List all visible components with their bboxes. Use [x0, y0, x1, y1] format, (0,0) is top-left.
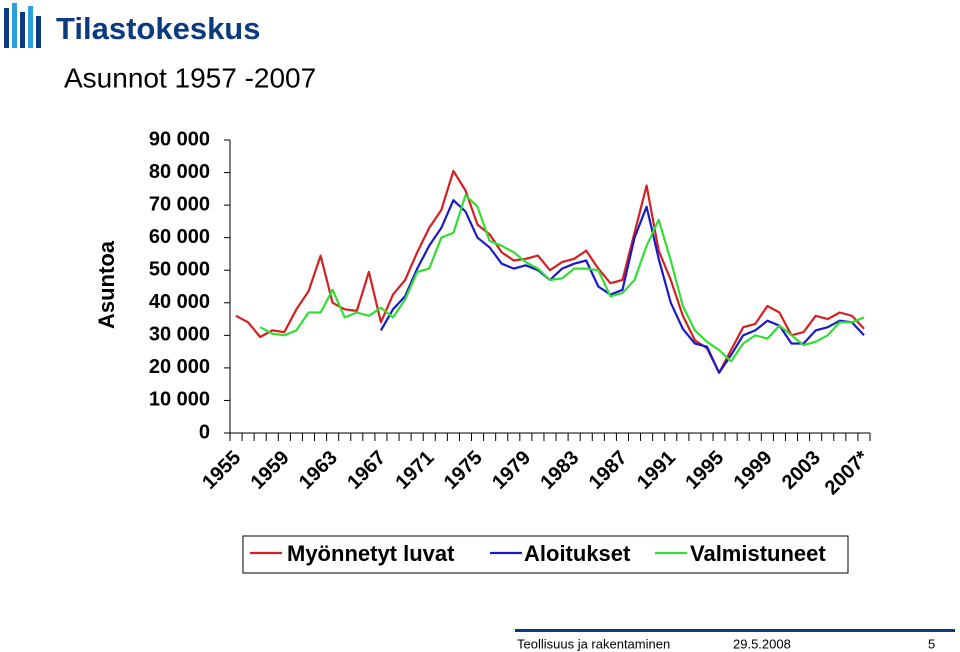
- logo-icon: [4, 3, 41, 48]
- x-tick-label: 1971: [391, 447, 438, 494]
- x-tick-label: 1967: [343, 447, 390, 494]
- chart-title: Asunnot 1957 -2007: [64, 62, 316, 93]
- legend-label: Myönnetyt luvat: [287, 541, 455, 566]
- legend: Myönnetyt luvat Aloitukset Valmistuneet: [250, 541, 826, 566]
- series-line: [235, 169, 865, 374]
- y-tick-label: 20 000: [149, 356, 210, 378]
- series-line: [379, 199, 865, 374]
- logo-text: Tilastokeskus: [56, 11, 260, 46]
- x-tick-label: 1955: [198, 447, 245, 494]
- y-tick-label: 50 000: [149, 259, 210, 281]
- series-line: [259, 194, 865, 363]
- x-tick-label: 1983: [536, 447, 583, 494]
- x-tick-label: 1999: [730, 447, 777, 494]
- y-tick-label: 10 000: [149, 389, 210, 411]
- y-tick-label: 0: [199, 421, 210, 443]
- x-tick-label: 1995: [681, 447, 728, 494]
- y-tick-label: 60 000: [149, 226, 210, 248]
- legend-box: [242, 535, 849, 574]
- footer-section: Teollisuus ja rakentaminen: [517, 636, 670, 651]
- legend-label: Aloitukset: [524, 541, 631, 566]
- x-tick-label: 1959: [247, 447, 294, 494]
- y-tick-label: 80 000: [149, 161, 210, 183]
- y-axis-title: Asuntoa: [94, 240, 119, 329]
- y-tick-label: 40 000: [149, 291, 210, 313]
- footer-bar: [515, 629, 955, 632]
- footer-page: 5: [928, 636, 935, 651]
- x-tick-label: 2003: [778, 447, 825, 494]
- x-tick-label: 1963: [295, 447, 342, 494]
- legend-label: Valmistuneet: [690, 541, 826, 566]
- x-tick-label: 2007*: [821, 447, 874, 500]
- y-tick-label: 30 000: [149, 324, 210, 346]
- x-tick-label: 1987: [585, 447, 632, 494]
- y-tick-label: 90 000: [149, 128, 210, 150]
- x-tick-label: 1975: [440, 447, 487, 494]
- x-tick-label: 1979: [488, 447, 535, 494]
- y-tick-label: 70 000: [149, 193, 210, 215]
- footer-date: 29.5.2008: [733, 636, 791, 651]
- x-tick-label: 1991: [633, 447, 680, 494]
